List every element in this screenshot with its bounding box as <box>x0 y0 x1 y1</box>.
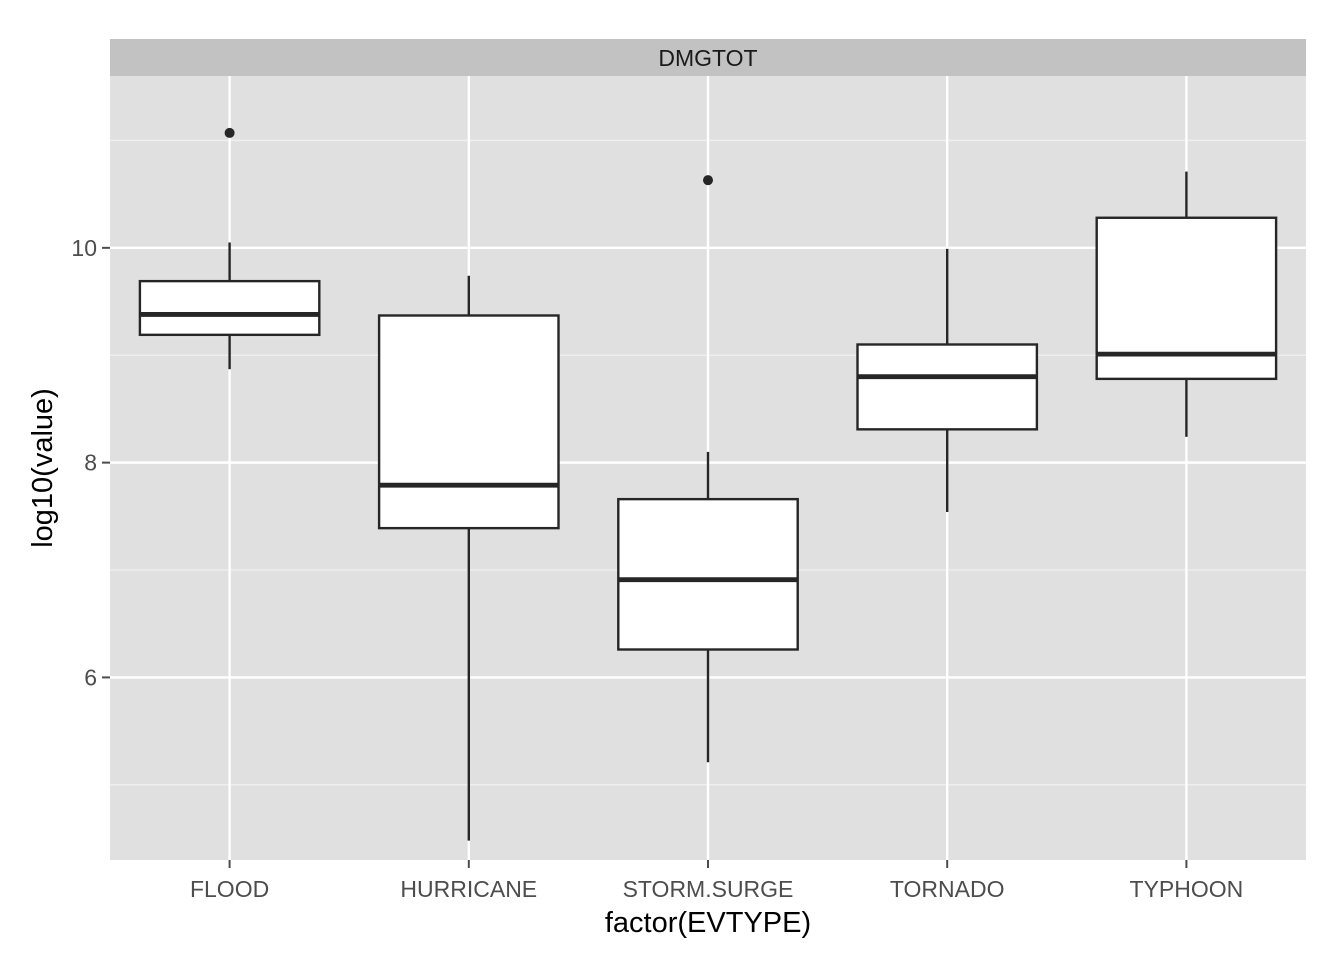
y-axis-title: log10(value) <box>27 388 59 548</box>
x-axis: FLOOD HURRICANE STORM.SURGE TORNADO TYPHOON <box>190 860 1243 902</box>
x-tick-label: TORNADO <box>890 876 1005 902</box>
boxplots <box>138 127 1278 841</box>
y-tick-label: 10 <box>71 235 97 261</box>
y-axis: 6 8 10 <box>71 235 110 690</box>
facet-strip-label: DMGTOT <box>658 45 757 71</box>
iqr-box <box>377 314 560 530</box>
x-tick-label: TYPHOON <box>1130 876 1244 902</box>
x-tick-label: FLOOD <box>190 876 269 902</box>
iqr-box <box>856 343 1039 431</box>
box-hurricane <box>377 275 560 841</box>
y-tick-label: 6 <box>84 664 97 690</box>
box-tornado <box>856 248 1039 513</box>
x-axis-title: factor(EVTYPE) <box>605 907 811 939</box>
iqr-box <box>617 497 799 651</box>
box-storm-surge <box>617 175 799 763</box>
x-tick-label: STORM.SURGE <box>623 876 794 902</box>
y-tick-label: 8 <box>84 450 97 476</box>
box-typhoon <box>1095 171 1278 437</box>
facet-strip <box>110 39 1306 76</box>
iqr-box <box>138 279 321 337</box>
outlier-point <box>224 127 235 138</box>
box-flood <box>138 127 321 370</box>
outlier-point <box>703 175 713 186</box>
x-tick-label: HURRICANE <box>400 876 537 902</box>
